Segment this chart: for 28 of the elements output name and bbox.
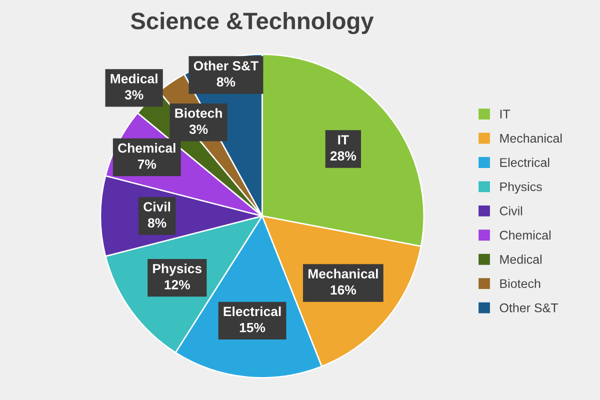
data-label: 12%: [164, 280, 190, 290]
data-label: 3%: [124, 90, 144, 100]
legend-label: Mechanical: [500, 134, 562, 143]
data-label: 28%: [330, 151, 356, 161]
legend-label: Electrical: [500, 158, 550, 167]
slice-label: Other S&T: [194, 60, 258, 70]
slice-label: Electrical: [224, 306, 281, 316]
data-label: 7%: [138, 160, 156, 169]
legend-label: Other S&T: [500, 303, 558, 312]
legend-label: Physics: [500, 182, 542, 194]
slice-label: Biotech: [175, 108, 222, 118]
slice-label: Mechanical: [308, 268, 378, 278]
data-label: 16%: [330, 285, 356, 295]
legend-label: Biotech: [500, 278, 540, 288]
slice-label: IT: [338, 135, 349, 144]
data-label: 8%: [148, 218, 166, 228]
data-label: 3%: [189, 124, 208, 134]
chart-title: Science &Technology: [130, 12, 374, 34]
slice-label: Chemical: [118, 143, 176, 153]
data-label: 8%: [216, 77, 236, 87]
legend-label: Medical: [500, 254, 542, 264]
legend-label: IT: [500, 110, 510, 118]
slice-label: Physics: [153, 264, 202, 276]
legend-label: Chemical: [500, 230, 551, 240]
slice-label: Medical: [110, 74, 158, 84]
legend-label: Civil: [500, 206, 522, 216]
slice-label: Civil: [144, 202, 170, 212]
data-label: 15%: [240, 322, 266, 332]
